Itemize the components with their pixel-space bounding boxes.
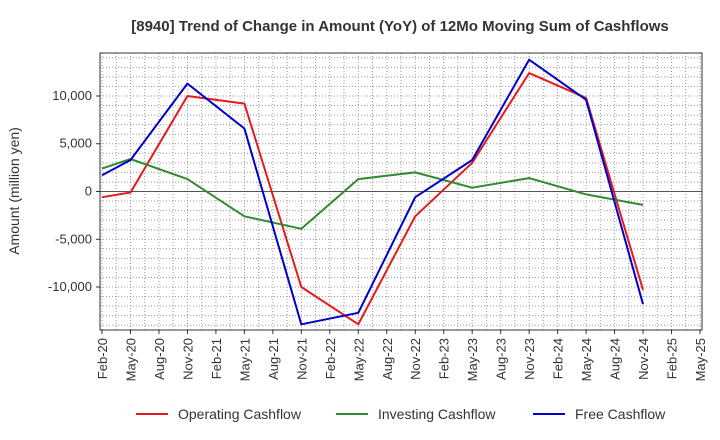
y-tick-label: -10,000: [48, 279, 92, 294]
x-tick-label: Feb-25: [665, 338, 680, 379]
x-tick-label: Aug-23: [494, 338, 509, 380]
legend-label: Investing Cashflow: [378, 406, 496, 422]
legend-label: Free Cashflow: [575, 406, 666, 422]
y-tick-label: -5,000: [55, 231, 92, 246]
x-tick-label: Aug-24: [608, 338, 623, 380]
y-tick-label: 10,000: [52, 88, 92, 103]
series-line: [101, 72, 644, 326]
y-tick-label: 0: [85, 184, 92, 199]
x-tick-label: Nov-24: [636, 338, 651, 380]
x-tick-label: Feb-23: [437, 338, 452, 379]
x-tick-label: May-20: [123, 338, 138, 381]
series-line: [101, 158, 644, 230]
legend: Operating Cashflow Investing Cashflow Free…: [136, 406, 666, 422]
chart-title: [8940] Trend of Change in Amount (YoY) o…: [131, 18, 669, 35]
x-tick-label: May-23: [465, 338, 480, 381]
x-tick-label: Feb-22: [323, 338, 338, 379]
x-tick-label: Nov-20: [180, 338, 195, 380]
y-tick-label: 5,000: [59, 136, 92, 151]
x-tick-label: May-25: [693, 338, 708, 381]
x-tick-label: Aug-20: [152, 338, 167, 380]
x-tick-label: Aug-21: [266, 338, 281, 380]
x-tick-label: Feb-20: [95, 338, 110, 379]
x-tick-label: May-24: [579, 338, 594, 381]
x-tick-label: Nov-22: [408, 338, 423, 380]
x-tick-label: Feb-24: [551, 338, 566, 379]
y-axis-label: Amount (million yen): [6, 127, 22, 255]
legend-label: Operating Cashflow: [178, 406, 302, 422]
x-axis: Feb-20 May-20 Aug-20 Nov-20 Feb-21 May-21 Aug-…: [95, 330, 708, 381]
y-axis: -10,000 -5,000 0 5,000 10,000: [48, 88, 100, 294]
x-tick-label: May-21: [237, 338, 252, 381]
series-line: [101, 58, 644, 326]
series-layer: [101, 58, 644, 326]
x-tick-label: Aug-22: [380, 338, 395, 380]
x-tick-label: Feb-21: [209, 338, 224, 379]
x-tick-label: Nov-21: [294, 338, 309, 380]
x-tick-label: May-22: [351, 338, 366, 381]
x-tick-label: Nov-23: [522, 338, 537, 380]
